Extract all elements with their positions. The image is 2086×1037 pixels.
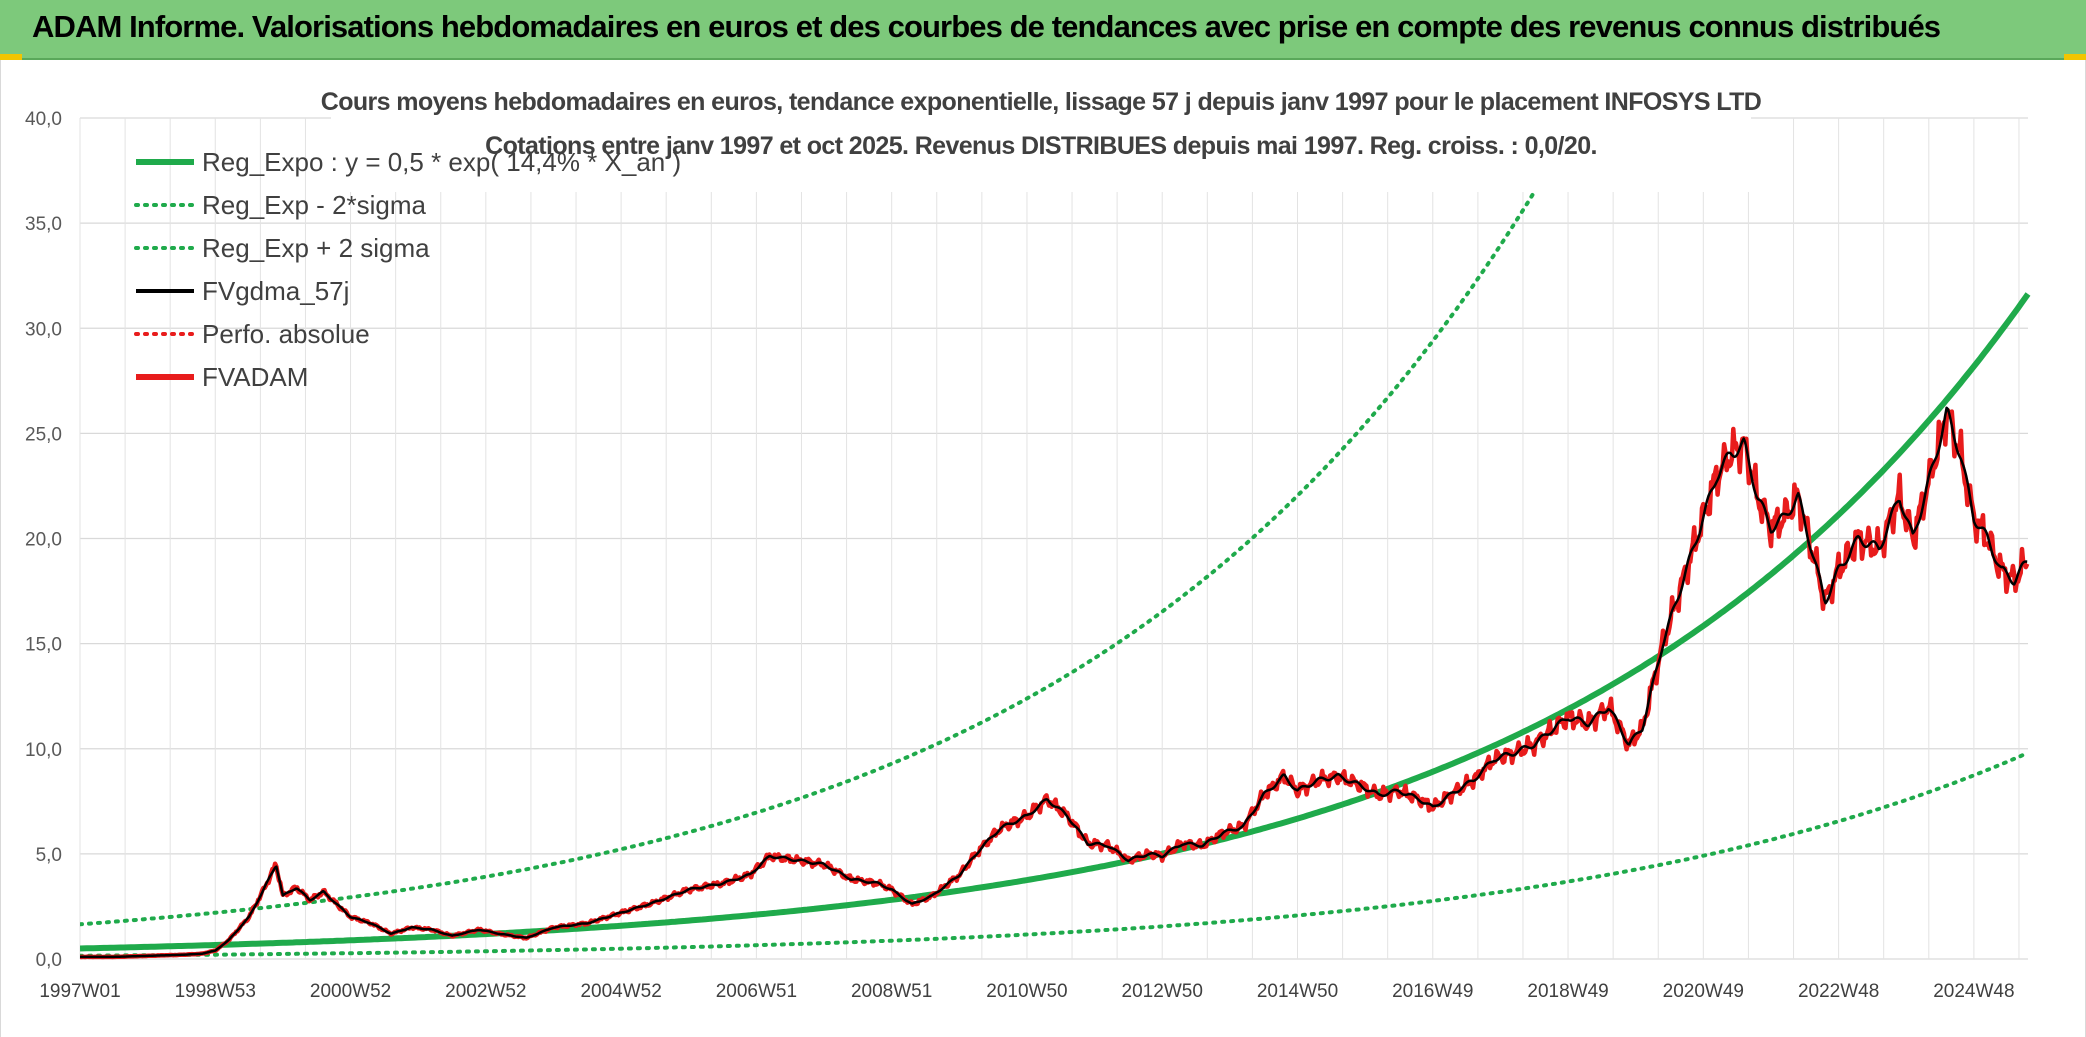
- corner-marker-left: [0, 54, 22, 60]
- series-reg-exp-plus-2-sigma: [80, 117, 1581, 927]
- price-chart: 0,0 5,0 10,0 15,0 20,0 25,0 30,0 35,0 40,0 1997W0…: [25, 84, 2031, 1002]
- y-tick-label: 15,0: [25, 635, 62, 656]
- x-tick-label: 2018W49: [1527, 981, 1608, 1002]
- y-tick-label: 30,0: [25, 319, 62, 340]
- axis-layer: 0,0 5,0 10,0 15,0 20,0 25,0 30,0 35,0 40,0 1997W0…: [25, 109, 2015, 1002]
- x-tick-label: 2000W52: [310, 981, 391, 1002]
- grid-layer: [79, 117, 2028, 960]
- x-tick-label: 1998W53: [175, 981, 256, 1002]
- x-tick-label: 2002W52: [445, 981, 526, 1002]
- report-header: ADAM Informe. Valorisations hebdomadaire…: [0, 0, 2086, 60]
- y-tick-label: 40,0: [25, 109, 62, 130]
- legend-label: FVgdma_57j: [202, 276, 349, 306]
- x-tick-label: 2008W51: [851, 981, 932, 1002]
- y-tick-label: 25,0: [25, 424, 62, 445]
- chart-title-line1: Cours moyens hebdomadaires en euros, ten…: [321, 88, 1762, 116]
- x-tick-label: 2016W49: [1392, 981, 1473, 1002]
- title-background: [331, 84, 1751, 192]
- legend-label: Reg_Exp - 2*sigma: [202, 190, 427, 220]
- series-reg-expo: [80, 292, 2031, 952]
- chart-title-line2: Cotations entre janv 1997 et oct 2025. R…: [485, 132, 1597, 160]
- chart-frame: 0,0 5,0 10,0 15,0 20,0 25,0 30,0 35,0 40,0 1997W0…: [0, 60, 2086, 1037]
- legend-label: Reg_Exp + 2 sigma: [202, 233, 430, 263]
- series-fvgdma-57j: [80, 406, 2028, 959]
- x-tick-label: 2020W49: [1663, 981, 1744, 1002]
- series-layer: [80, 117, 2031, 960]
- x-tick-label: 2024W48: [1933, 981, 2014, 1002]
- x-tick-label: 2006W51: [716, 981, 797, 1002]
- x-tick-label: 2012W50: [1122, 981, 1203, 1002]
- legend-label: Perfo. absolue: [202, 319, 370, 349]
- legend-label: FVADAM: [202, 362, 308, 392]
- x-tick-label: 1997W01: [39, 981, 120, 1002]
- y-tick-label: 10,0: [25, 740, 62, 761]
- x-tick-label: 2014W50: [1257, 981, 1338, 1002]
- x-tick-label: 2004W52: [580, 981, 661, 1002]
- y-tick-label: 20,0: [25, 530, 62, 551]
- corner-marker-right: [2064, 54, 2086, 60]
- legend-label: Reg_Expo : y = 0,5 * exp( 14,4% * X_an ): [202, 147, 681, 177]
- x-tick-label: 2022W48: [1798, 981, 1879, 1002]
- series-reg-exp-minus-2-sigma: [80, 750, 2030, 958]
- x-tick-label: 2010W50: [986, 981, 1067, 1002]
- report-title: ADAM Informe. Valorisations hebdomadaire…: [32, 9, 1941, 44]
- legend: Reg_Expo : y = 0,5 * exp( 14,4% * X_an )…: [134, 147, 681, 392]
- y-tick-label: 0,0: [36, 950, 62, 971]
- y-tick-label: 5,0: [36, 845, 62, 866]
- y-tick-label: 35,0: [25, 214, 62, 235]
